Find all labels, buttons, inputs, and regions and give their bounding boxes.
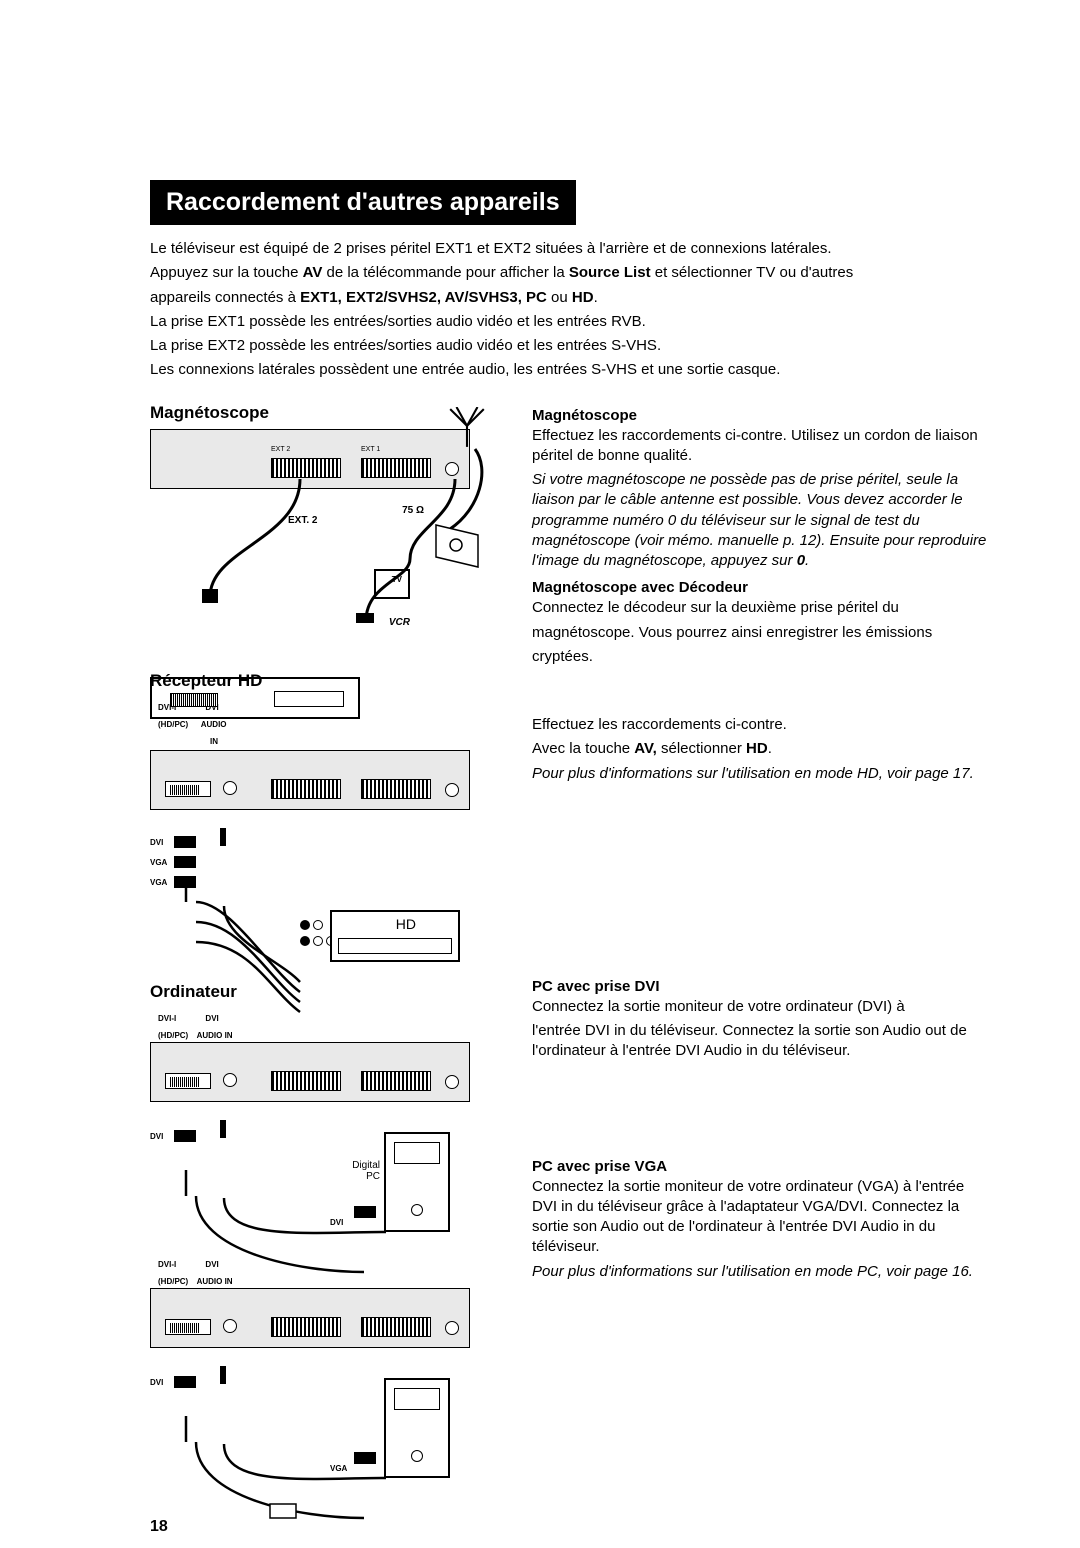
paragraph-italic: Si votre magnétoscope ne possède pas de … (532, 470, 990, 571)
text-bold: AV (303, 264, 323, 281)
rca-plugs (300, 920, 323, 930)
scart-port (271, 1071, 341, 1091)
text: Digital (352, 1160, 380, 1171)
left-column: Magnétoscope EXT 2 EXT 1 EXT. 2 (150, 395, 500, 1500)
audio-jack (223, 1319, 237, 1333)
label-audio-in: AUDIO IN (197, 1031, 233, 1040)
text: Appuyez sur la touche (150, 264, 303, 281)
text: . (768, 740, 772, 757)
two-column-layout: Magnétoscope EXT 2 EXT 1 EXT. 2 (150, 395, 990, 1500)
heading-pc-vga: PC avec prise VGA (532, 1158, 990, 1175)
scart-port (271, 779, 341, 799)
diagram-vcr: EXT 2 EXT 1 EXT. 2 75 Ω (150, 429, 480, 659)
text: . (594, 289, 598, 306)
paragraph: Effectuez les raccordements ci-contre. U… (532, 426, 990, 467)
vcr-slot (170, 693, 218, 707)
label-in: IN (210, 737, 218, 746)
paragraph-italic: Pour plus d'informations sur l'utilisati… (532, 764, 990, 784)
label-audio: AUDIO (201, 720, 227, 729)
text: sélectionner (657, 740, 746, 757)
label-hdpc: (HD/PC) (158, 720, 188, 729)
right-column: Magnétoscope Effectuez les raccordements… (532, 395, 990, 1500)
audio-jack (223, 781, 237, 795)
tv-back-panel (150, 1042, 470, 1102)
dvi-port (165, 1319, 211, 1335)
label-vga: VGA (330, 1464, 347, 1473)
rf-port (445, 1075, 459, 1089)
vcr-display (274, 691, 344, 707)
intro-line: La prise EXT1 possède les entrées/sortie… (150, 312, 990, 332)
text-bold: HD (572, 289, 594, 306)
rf-port (445, 783, 459, 797)
paragraph: Avec la touche AV, sélectionner HD. (532, 739, 990, 759)
heading-decoder: Magnétoscope avec Décodeur (532, 579, 990, 596)
text-bold: HD (746, 740, 768, 757)
pc-tower (384, 1378, 450, 1478)
paragraph: cryptées. (532, 647, 990, 667)
dvi-plug (354, 1206, 376, 1218)
text: PC (366, 1171, 380, 1182)
intro-line: appareils connectés à EXT1, EXT2/SVHS2, … (150, 288, 990, 308)
text: . (805, 552, 809, 569)
tv-icon (374, 569, 410, 599)
tv-back-panel (150, 1288, 470, 1348)
scart-port (361, 779, 431, 799)
text-bold: AV, (634, 740, 657, 757)
paragraph: Connectez le décodeur sur la deuxième pr… (532, 598, 990, 618)
text: ou (547, 289, 572, 306)
intro-block: Le téléviseur est équipé de 2 prises pér… (150, 239, 990, 381)
heading-pc-dvi: PC avec prise DVI (532, 978, 990, 995)
audio-jack (223, 1073, 237, 1087)
text: et sélectionner TV ou d'autres (651, 264, 854, 281)
vga-plug (354, 1452, 376, 1464)
diagram-pc-vga: DVI VGA (150, 1288, 480, 1488)
label-hdpc: (HD/PC) (158, 1031, 188, 1040)
page-title: Raccordement d'autres appareils (150, 180, 576, 225)
label-vcr: VCR (389, 617, 410, 628)
paragraph: magnétoscope. Vous pourrez ainsi enregis… (532, 623, 990, 643)
page: Raccordement d'autres appareils Le télév… (90, 100, 990, 1536)
text: appareils connectés à (150, 289, 300, 306)
label-tv: TV (392, 575, 402, 584)
intro-line: Appuyez sur la touche AV de la télécomma… (150, 263, 990, 283)
vcr-box (150, 677, 360, 719)
label-digital-pc: Digital PC (352, 1160, 380, 1182)
text-bold: Source List (569, 264, 651, 281)
pc-tower (384, 1132, 450, 1232)
label-dvi: DVI (330, 1218, 343, 1227)
text-bold: 0 (797, 552, 805, 569)
diagram-pc-dvi: DVI DVI Digital PC (150, 1042, 480, 1242)
wall-socket-icon (434, 523, 480, 569)
rf-port (445, 1321, 459, 1335)
scart-port (271, 1317, 341, 1337)
scart-port (361, 1071, 431, 1091)
paragraph-italic: Pour plus d'informations sur l'utilisati… (532, 1262, 990, 1282)
dvi-port (165, 1073, 211, 1089)
diagram-hd: DVI VGA VGA (150, 750, 480, 970)
paragraph: l'entrée DVI in du téléviseur. Connectez… (532, 1021, 990, 1062)
intro-line: Le téléviseur est équipé de 2 prises pér… (150, 239, 990, 259)
text: de la télécommande pour afficher la (322, 264, 569, 281)
paragraph: Connectez la sortie moniteur de votre or… (532, 1177, 990, 1258)
label-hd: HD (396, 916, 416, 932)
paragraph: Effectuez les raccordements ci-contre. (532, 715, 990, 735)
scart-port (361, 1317, 431, 1337)
text-bold: EXT1, EXT2/SVHS2, AV/SVHS3, PC (300, 289, 547, 306)
text: Si votre magnétoscope ne possède pas de … (532, 471, 986, 569)
heading-magnetoscope-r: Magnétoscope (532, 407, 990, 424)
intro-line: Les connexions latérales possèdent une e… (150, 360, 990, 380)
intro-line: La prise EXT2 possède les entrées/sortie… (150, 336, 990, 356)
dvi-port (165, 781, 211, 797)
tv-back-panel (150, 750, 470, 810)
text: Avec la touche (532, 740, 634, 757)
paragraph: Connectez la sortie moniteur de votre or… (532, 997, 990, 1017)
